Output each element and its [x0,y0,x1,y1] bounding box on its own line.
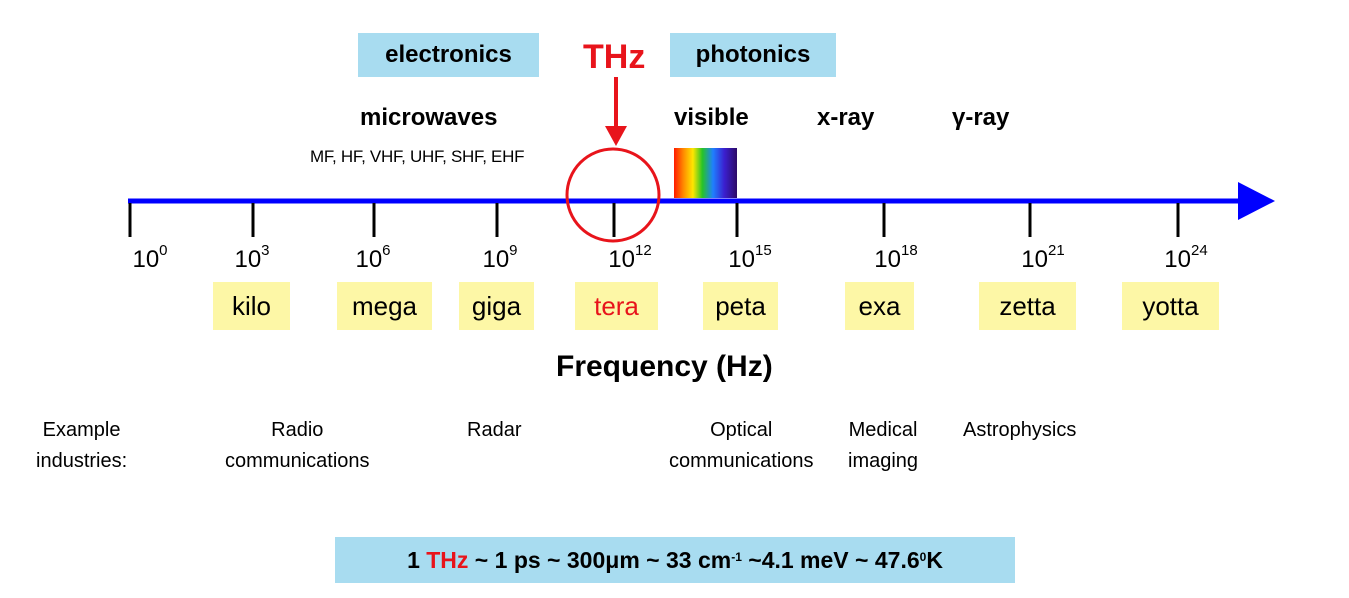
axis-title: Frequency (Hz) [556,350,773,383]
axis-ticks [128,203,1180,237]
visible-spectrum-bar [674,148,737,198]
industry-radar: Radar [467,419,522,441]
prefix-tera: tera [575,282,658,330]
industry-medical: Medical imaging [848,419,919,472]
thz-circle [565,147,661,243]
prefix-giga: giga [459,282,534,330]
axis-arrow-head [1238,182,1275,220]
industry-astrophysics: Astrophysics [963,419,1077,441]
xray-label: x-ray [817,104,875,131]
tick-label-10-24: 1024 [1164,242,1208,273]
tick-label-10-6: 106 [355,242,391,273]
thz-heading: THz [583,38,646,76]
industry-radio: Radio communications [225,419,370,472]
prefix-zetta: zetta [979,282,1076,330]
microwave-subbands-label: MF, HF, VHF, UHF, SHF, EHF [310,147,525,166]
tick-label-10-3: 103 [234,242,270,273]
visible-label: visible [674,104,749,131]
industry-optical: Optical communications [669,419,814,472]
prefix-exa: exa [845,282,914,330]
microwaves-label: microwaves [360,104,498,131]
photonics-label: photonics [670,33,836,77]
thz-conversion-formula: 1 THz ~ 1 ps ~ 300μm ~ 33 cm-1 ~4.1 meV … [335,537,1015,583]
tick-label-10-15: 1015 [728,242,772,273]
tick-label-10-21: 1021 [1021,242,1065,273]
electronics-label: electronics [358,33,539,77]
prefix-mega: mega [337,282,432,330]
gamma-ray-label: γ-ray [952,104,1010,131]
industries-label: Example industries: [36,419,128,472]
tick-label-10-18: 1018 [874,242,918,273]
tick-label-10-9: 109 [482,242,518,273]
tick-label-10-0: 100 [132,242,168,273]
prefix-kilo: kilo [213,282,290,330]
prefix-yotta: yotta [1122,282,1219,330]
thz-pointer-head [605,126,627,146]
tick-label-10-12: 1012 [608,242,652,273]
prefix-peta: peta [703,282,778,330]
